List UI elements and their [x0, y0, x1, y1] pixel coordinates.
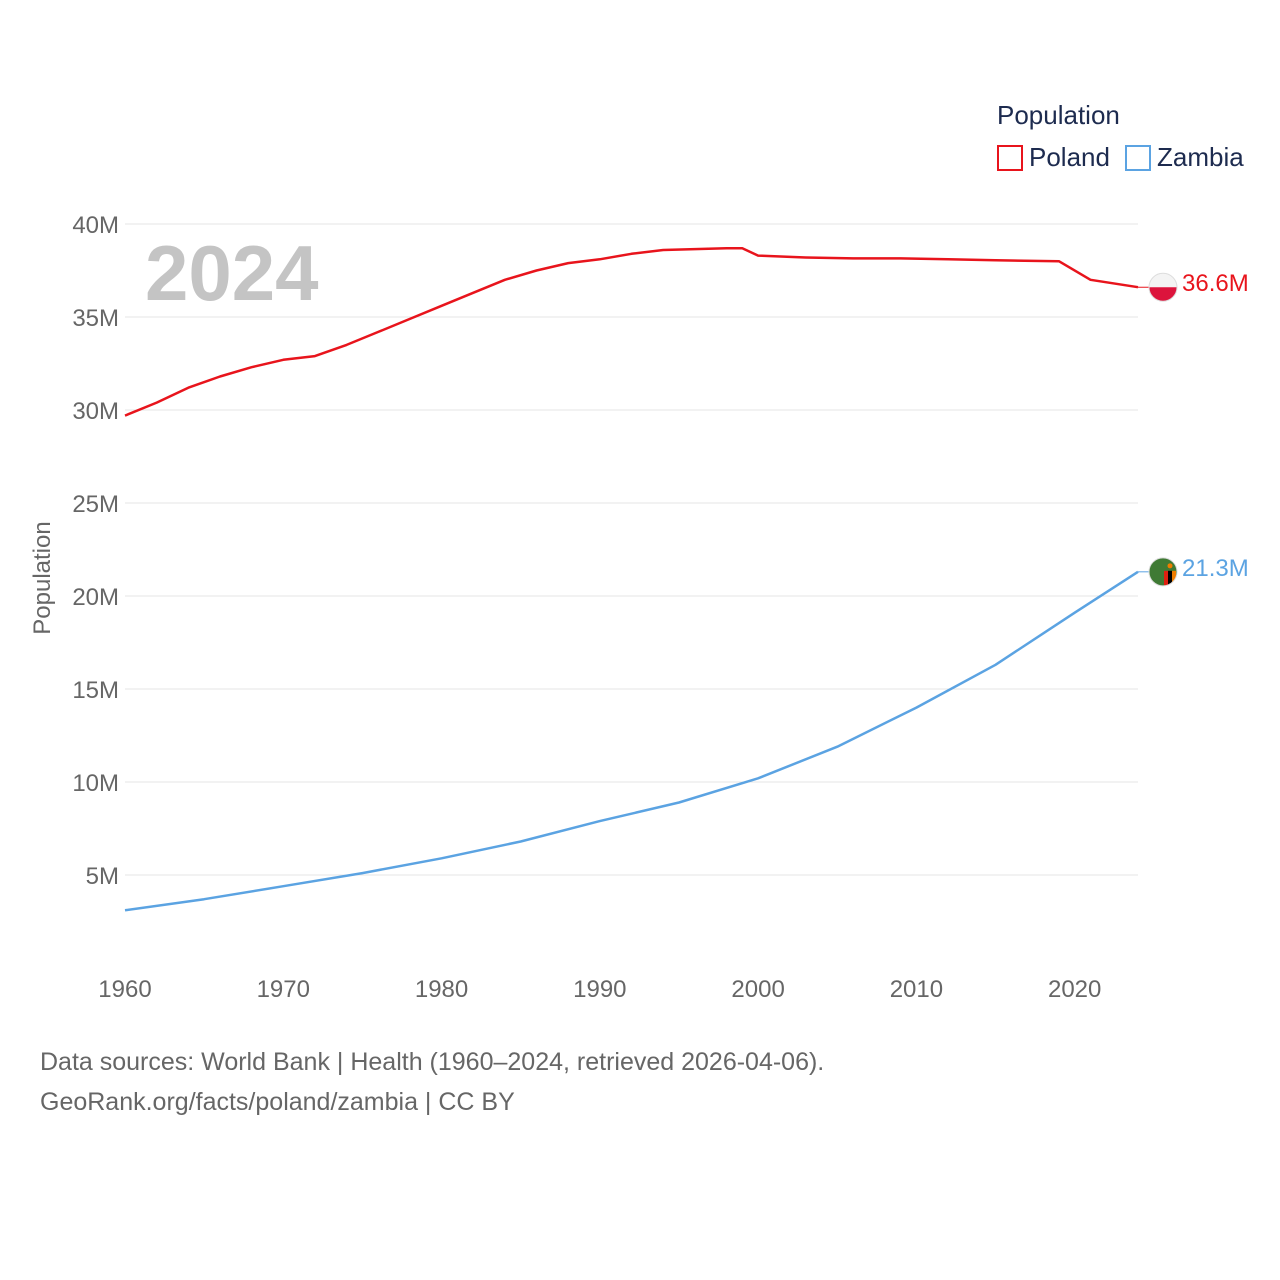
legend[interactable]: Population Poland Zambia	[997, 100, 1244, 172]
y-tick-label: 30M	[72, 398, 119, 425]
year-watermark: 2024	[145, 229, 319, 317]
x-tick-label: 2010	[890, 976, 943, 1003]
legend-item-poland[interactable]: Poland	[997, 142, 1110, 172]
y-axis-title: Population	[29, 521, 56, 634]
footer: Data sources: World Bank | Health (1960–…	[40, 1042, 824, 1122]
legend-label-poland: Poland	[1029, 142, 1110, 172]
x-tick-label: 1970	[257, 976, 310, 1003]
credit-text: GeoRank.org/facts/poland/zambia | CC BY	[40, 1088, 515, 1116]
legend-title: Population	[997, 100, 1120, 130]
y-tick-label: 35M	[72, 305, 119, 332]
y-tick-label: 40M	[72, 212, 119, 239]
y-tick-label: 10M	[72, 770, 119, 797]
legend-swatch-zambia	[1125, 145, 1151, 171]
data-sources-text: Data sources: World Bank | Health (1960–…	[40, 1048, 825, 1076]
series-line-poland[interactable]	[124, 246, 1139, 417]
legend-item-zambia[interactable]: Zambia	[1125, 142, 1244, 172]
x-tick-label: 1980	[415, 976, 468, 1003]
end-label-poland: 36.6M	[1182, 270, 1249, 297]
series-line-zambia[interactable]	[124, 570, 1139, 912]
end-label-zambia: 21.3M	[1182, 555, 1249, 582]
series-lines	[124, 246, 1139, 912]
zambia-flag-icon	[1148, 557, 1178, 587]
end-markers: 36.6M 21.3M	[1138, 270, 1249, 587]
legend-swatch-poland	[997, 145, 1023, 171]
y-tick-label: 15M	[72, 677, 119, 704]
y-tick-label: 20M	[72, 584, 119, 611]
x-tick-label: 1960	[98, 976, 151, 1003]
x-tick-label: 1990	[573, 976, 626, 1003]
x-tick-label: 2020	[1048, 976, 1101, 1003]
y-tick-label: 5M	[86, 863, 119, 890]
legend-label-zambia: Zambia	[1157, 142, 1244, 172]
y-tick-label: 25M	[72, 491, 119, 518]
x-tick-label: 2000	[731, 976, 784, 1003]
poland-flag-icon	[1148, 272, 1178, 302]
x-axis-ticks: 1960 1970 1980 1990 2000 2010 2020	[98, 976, 1101, 1003]
gridlines	[125, 223, 1138, 876]
y-axis-ticks: 5M 10M 15M 20M 25M 30M 35M 40M	[72, 212, 119, 890]
